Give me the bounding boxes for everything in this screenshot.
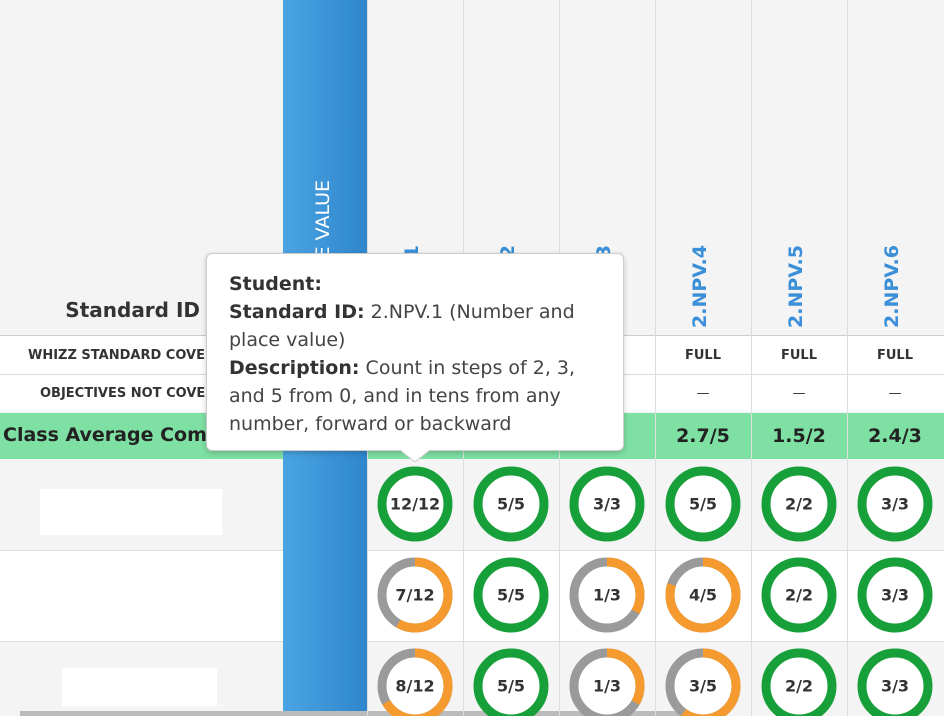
donut-ring (857, 466, 933, 542)
donut-ring (569, 466, 645, 542)
score-label: 3/3 (881, 677, 909, 696)
tooltip-standard: 2.NPV.1 (Number and place value) (229, 301, 575, 351)
score-label: 2/2 (785, 586, 813, 605)
class-average-label: Class Average Comp (3, 424, 221, 446)
objectives-cell: — (888, 385, 902, 401)
score-label: 3/3 (593, 495, 621, 514)
score-label: 12/12 (390, 495, 440, 514)
donut-ring (473, 466, 549, 542)
donut-ring (377, 557, 453, 633)
donut-ring (665, 648, 741, 716)
donut-ring (761, 557, 837, 633)
name-placeholder (62, 668, 217, 706)
class-average-cell: 2.7/5 (676, 425, 730, 447)
score-label: 2/2 (785, 495, 813, 514)
score-donut[interactable]: 4/5 (663, 555, 743, 635)
standard-header: 2.NPV.4 (689, 245, 711, 328)
coverage-cell: FULL (780, 347, 817, 363)
score-donut[interactable]: 5/5 (663, 464, 743, 544)
score-donut[interactable]: 3/5 (663, 646, 743, 716)
standard-header: 2.NPV.5 (785, 245, 807, 328)
score-label: 2/2 (785, 677, 813, 696)
score-label: 4/5 (689, 586, 717, 605)
coverage-cell: FULL (876, 347, 913, 363)
donut-ring (665, 466, 741, 542)
class-average-cell: 1.5/2 (772, 425, 826, 447)
score-donut[interactable]: 3/3 (855, 646, 935, 716)
score-donut[interactable]: 8/12 (375, 646, 455, 716)
score-donut[interactable]: 12/12 (375, 464, 455, 544)
tooltip-student: Student: (229, 273, 322, 295)
score-donut[interactable]: 5/5 (471, 555, 551, 635)
tooltip-description-label: Description: (229, 357, 360, 379)
score-label: 8/12 (395, 677, 434, 696)
donut-ring (761, 648, 837, 716)
scrollbar[interactable] (20, 711, 696, 716)
donut-ring (569, 648, 645, 716)
score-donut[interactable]: 3/3 (855, 555, 935, 635)
coverage-cell: FULL (684, 347, 721, 363)
name-placeholder (40, 489, 222, 535)
donut-ring (761, 466, 837, 542)
column-divider (751, 0, 752, 716)
objectives-cell: — (696, 385, 710, 401)
score-donut[interactable]: 1/3 (567, 555, 647, 635)
standard-id-label: Standard ID (65, 298, 200, 322)
score-donut[interactable]: 3/3 (567, 464, 647, 544)
donut-ring (665, 557, 741, 633)
donut-ring (857, 557, 933, 633)
donut-ring (377, 648, 453, 716)
tooltip-standard-label: Standard ID: (229, 301, 365, 323)
objectives-label: OBJECTIVES NOT COVE (40, 385, 206, 401)
score-donut[interactable]: 5/5 (471, 646, 551, 716)
score-label: 3/3 (881, 586, 909, 605)
score-label: 5/5 (689, 495, 717, 514)
objectives-cell: — (792, 385, 806, 401)
score-donut[interactable]: 3/3 (855, 464, 935, 544)
score-donut[interactable]: 5/5 (471, 464, 551, 544)
score-label: 7/12 (395, 586, 434, 605)
score-label: 5/5 (497, 495, 525, 514)
score-label: 5/5 (497, 677, 525, 696)
donut-ring (473, 557, 549, 633)
class-average-cell: 2.4/3 (868, 425, 922, 447)
coverage-label: WHIZZ STANDARD COVE (28, 347, 205, 363)
score-label: 3/3 (881, 495, 909, 514)
donut-ring (377, 466, 453, 542)
column-divider (655, 0, 656, 716)
donut-ring (569, 557, 645, 633)
score-label: 1/3 (593, 586, 621, 605)
donut-ring (857, 648, 933, 716)
score-donut[interactable]: 7/12 (375, 555, 455, 635)
score-donut[interactable]: 1/3 (567, 646, 647, 716)
donut-ring (473, 648, 549, 716)
score-label: 1/3 (593, 677, 621, 696)
tooltip-arrow (400, 448, 430, 462)
standard-header: 2.NPV.6 (881, 245, 903, 328)
tooltip: Student: Standard ID: 2.NPV.1 (Number an… (206, 253, 624, 451)
score-donut[interactable]: 2/2 (759, 464, 839, 544)
score-label: 3/5 (689, 677, 717, 696)
tooltip-description: Count in steps of 2, 3, and 5 from 0, an… (229, 357, 576, 435)
score-label: 5/5 (497, 586, 525, 605)
score-donut[interactable]: 2/2 (759, 555, 839, 635)
score-donut[interactable]: 2/2 (759, 646, 839, 716)
column-divider (847, 0, 848, 716)
